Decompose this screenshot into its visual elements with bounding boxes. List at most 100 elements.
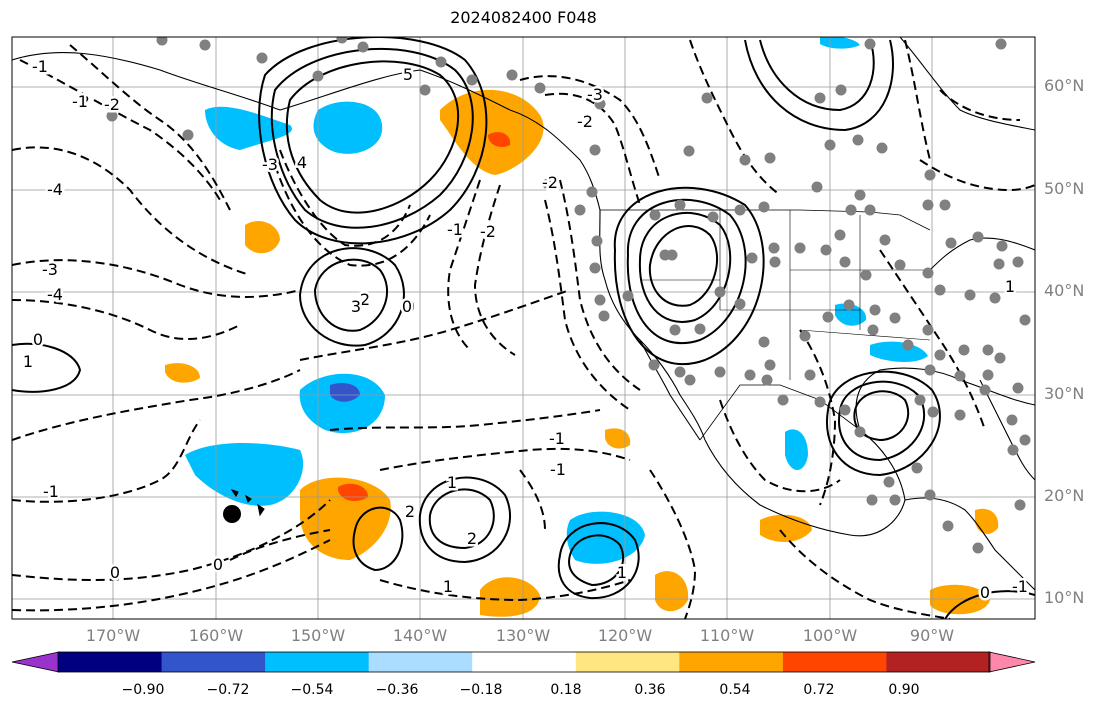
contour-label-halo: -4 — [47, 285, 63, 304]
low-carib — [944, 590, 1035, 619]
station-dot — [911, 462, 923, 474]
lat-label-40n: 40°N — [1044, 281, 1085, 300]
neg-bc-1 — [447, 179, 481, 351]
lat-label-10n: 10°N — [1044, 588, 1085, 607]
station-dot — [954, 409, 966, 421]
station-dot — [182, 129, 194, 141]
station-dot — [594, 294, 606, 306]
shade-red-bc — [488, 132, 511, 147]
neg-east-4 — [919, 159, 1035, 192]
contour-label-halo: -1 — [32, 57, 48, 76]
colorbar-tick-label: 0.18 — [550, 682, 582, 698]
station-dot — [942, 520, 954, 532]
contour-label: 0 — [402, 297, 412, 316]
contour-label-halo: -2 — [104, 95, 120, 114]
contour-label: -2 — [74, 92, 90, 111]
station-dot — [1014, 499, 1026, 511]
coast-florida — [979, 379, 1035, 481]
station-dot — [419, 84, 431, 96]
station-dot — [922, 199, 934, 211]
lon-label-110w: 110°W — [699, 626, 755, 645]
shaded-regions — [165, 37, 999, 617]
station-dot — [674, 199, 686, 211]
colorbar-segment — [886, 652, 991, 672]
station-dot — [739, 154, 751, 166]
contour-label-halo: -2 — [542, 173, 558, 192]
contour-label: -1 — [549, 429, 565, 448]
station-dot — [598, 310, 610, 322]
lon-label-150w: 150°W — [290, 626, 346, 645]
station-dot — [820, 244, 832, 256]
hawaii-islands — [230, 488, 265, 517]
neg-west-5 — [12, 419, 201, 503]
neg-west-4 — [12, 369, 301, 441]
station-dot — [666, 249, 678, 261]
contour-label: 2 — [467, 529, 477, 548]
colorbar-segment — [575, 652, 680, 672]
contour-label: -1 — [1012, 577, 1028, 596]
contour-label: -2 — [542, 173, 558, 192]
station-dot — [852, 134, 864, 146]
station-dot — [506, 69, 518, 81]
contour-label-halo: 3 — [351, 297, 361, 316]
shade-blue-alaska — [205, 106, 292, 150]
station-dot — [156, 37, 168, 46]
neg-south-5 — [779, 529, 951, 619]
station-dot — [435, 56, 447, 68]
coastlines — [12, 37, 1035, 591]
colorbar-extend-low — [11, 651, 60, 673]
neg-west-6 — [12, 499, 331, 581]
station-dot — [574, 204, 586, 216]
station-dot — [758, 336, 770, 348]
station-dot — [835, 84, 847, 96]
station-dot — [648, 359, 660, 371]
contour-label: -3 — [262, 155, 278, 174]
contour-label-halo: 1 — [23, 352, 33, 371]
contour-label-halo: -1 — [72, 92, 88, 111]
station-dot — [714, 366, 726, 378]
station-dot — [889, 312, 901, 324]
contour-label: 1 — [1005, 277, 1015, 296]
station-dot — [758, 201, 770, 213]
shade-orange-pac4 — [480, 577, 540, 617]
station-dot — [256, 52, 268, 64]
colorbar-segment — [472, 652, 577, 672]
contour-label-halo: -2 — [577, 112, 593, 131]
station-dot — [954, 370, 966, 382]
contour-label-halo: -1 — [549, 429, 565, 448]
lon-label-170w: 170°W — [85, 626, 141, 645]
station-dot — [876, 142, 888, 154]
contour-label: -3 — [587, 85, 603, 104]
station-dots — [106, 37, 1031, 554]
station-dot — [834, 229, 846, 241]
station-dot — [683, 145, 695, 157]
state-lines — [640, 210, 931, 380]
lon-label-100w: 100°W — [802, 626, 858, 645]
contour-label-halo: 4 — [297, 153, 307, 172]
low-pac-4 — [418, 476, 511, 564]
neg-north-1 — [689, 39, 781, 196]
map-title: 2024082400 F048 — [450, 8, 597, 27]
station-dot — [982, 369, 994, 381]
station-dot — [879, 234, 891, 246]
station-dot — [336, 37, 348, 44]
contour-label-halo: -1 — [447, 220, 463, 239]
low-pac-3 — [428, 488, 495, 550]
contour-label: -4 — [47, 285, 63, 304]
contour-label-halo: 1 — [1005, 277, 1015, 296]
station-dot — [864, 38, 876, 50]
trough-north-1 — [759, 39, 875, 112]
colorbar-segment — [161, 652, 266, 672]
contour-label: -3 — [42, 260, 58, 279]
shade-orange-carib2 — [975, 508, 999, 534]
station-dot — [542, 178, 554, 190]
station-dot — [854, 189, 866, 201]
trough-north-2 — [744, 39, 894, 132]
station-dot — [199, 39, 211, 51]
coast-mexico — [704, 429, 906, 537]
contour-label: 1 — [23, 352, 33, 371]
colorbar-segment — [782, 652, 887, 672]
station-dot — [866, 494, 878, 506]
contour-label-halo: 0 — [980, 583, 990, 602]
coast-west-us — [599, 209, 706, 441]
